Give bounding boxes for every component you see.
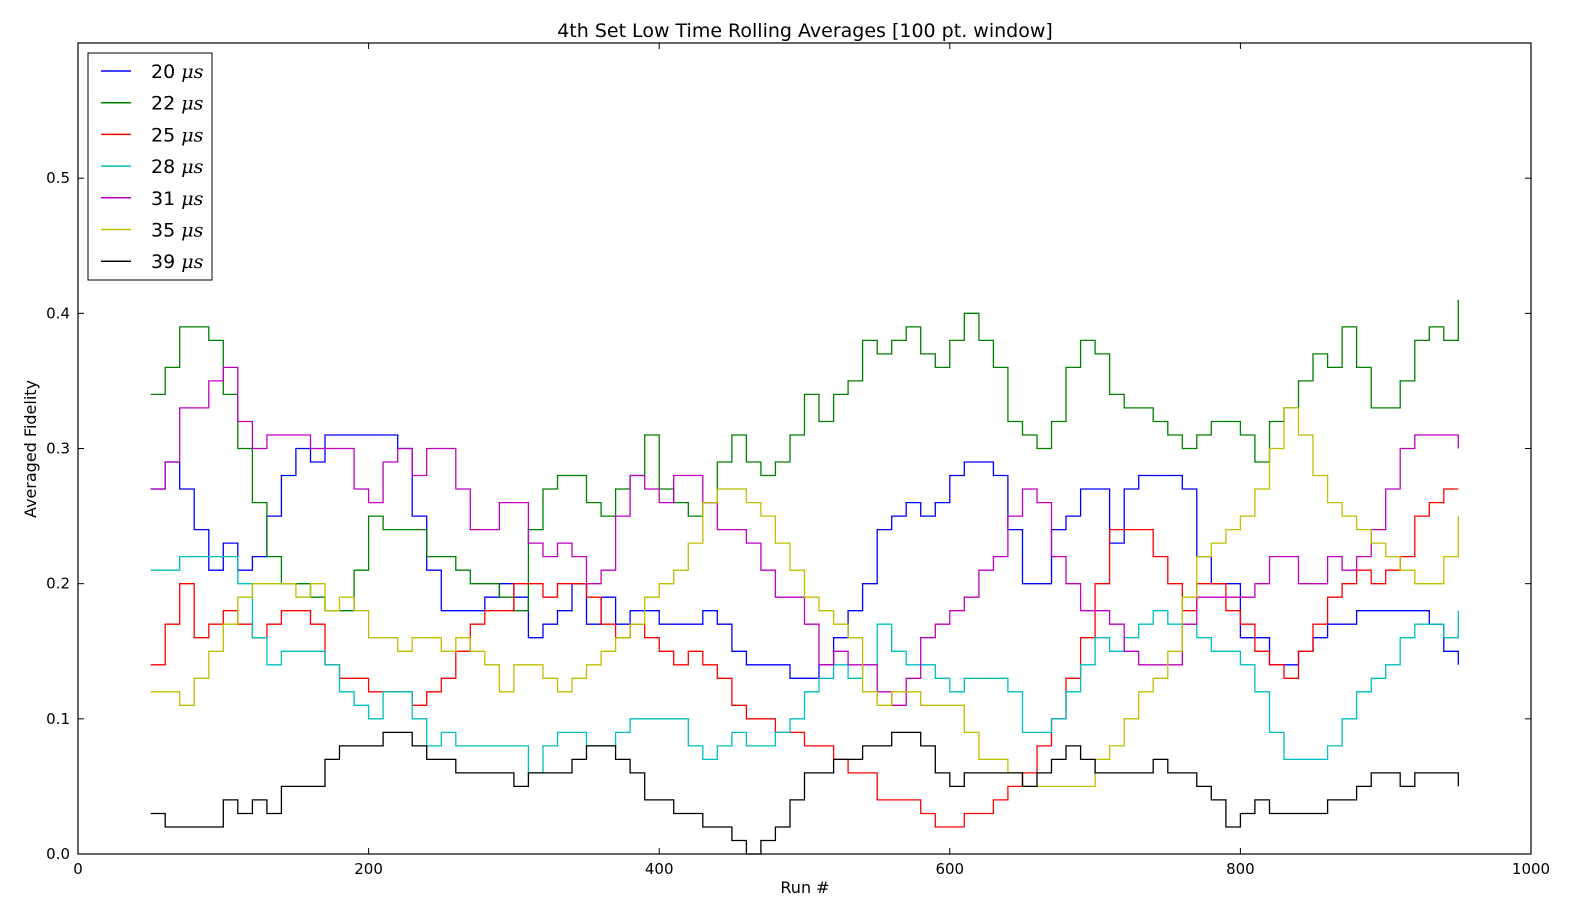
x-tick-label: 1000 bbox=[1512, 860, 1550, 878]
legend-entry-28: 28 μs bbox=[101, 156, 204, 178]
x-tick-label: 600 bbox=[935, 860, 964, 878]
y-tick-label: 0.4 bbox=[46, 304, 70, 322]
series-layer bbox=[150, 299, 1459, 855]
legend-entry-25: 25 μs bbox=[101, 124, 204, 146]
chart-title: 4th Set Low Time Rolling Averages [100 p… bbox=[557, 20, 1053, 42]
x-tick-label: 400 bbox=[645, 860, 674, 878]
legend-label: 20 μs bbox=[151, 61, 204, 83]
legend-label: 25 μs bbox=[151, 124, 204, 146]
legend-entry-35: 35 μs bbox=[101, 220, 204, 242]
legend-entry-22: 22 μs bbox=[101, 93, 204, 115]
legend-entry-31: 31 μs bbox=[101, 188, 204, 210]
legend-entry-39: 39 μs bbox=[101, 251, 204, 273]
x-tick-label: 200 bbox=[354, 860, 383, 878]
x-tick-label: 0 bbox=[73, 860, 83, 878]
legend-entries: 20 μs 22 μs 25 μs 28 μs 31 μs 35 μs 39 μs bbox=[101, 61, 204, 273]
y-tick-label: 0.2 bbox=[46, 575, 70, 593]
legend-label: 28 μs bbox=[151, 156, 204, 178]
legend-label: 35 μs bbox=[151, 220, 204, 242]
y-tick-label: 0.1 bbox=[46, 710, 70, 728]
x-tick-label: 800 bbox=[1226, 860, 1255, 878]
series-line-35 bbox=[150, 407, 1459, 788]
series-line-25 bbox=[150, 488, 1459, 828]
series-line-22 bbox=[150, 299, 1459, 612]
legend-label: 39 μs bbox=[151, 251, 204, 273]
series-line-31 bbox=[150, 366, 1459, 706]
ticks-layer: 0 200 400 600 800 1000 0.0 0.1 0.2 0.3 0.4 0.5 bbox=[46, 43, 1550, 878]
y-axis-label: Averaged Fidelity bbox=[21, 380, 40, 518]
legend-label: 22 μs bbox=[151, 93, 204, 115]
series-line-39 bbox=[150, 731, 1459, 855]
x-axis-label: Run # bbox=[780, 878, 829, 897]
y-tick-label: 0.3 bbox=[46, 440, 70, 458]
legend-entry-20: 20 μs bbox=[101, 61, 204, 83]
legend: 20 μs 22 μs 25 μs 28 μs 31 μs 35 μs 39 μs bbox=[87, 52, 213, 281]
y-tick-label: 0.5 bbox=[46, 169, 70, 187]
y-tick-label: 0.0 bbox=[46, 845, 70, 863]
plot-area: 0 200 400 600 800 1000 0.0 0.1 0.2 0.3 0.4 0.5 bbox=[46, 42, 1550, 878]
legend-label: 31 μs bbox=[151, 188, 204, 210]
